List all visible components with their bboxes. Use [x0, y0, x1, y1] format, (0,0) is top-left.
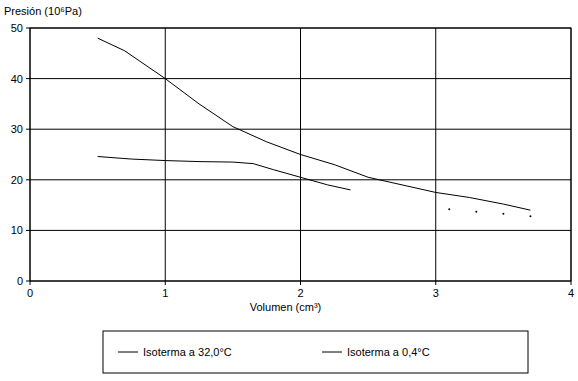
x-grid-line — [435, 28, 436, 281]
x-tick — [30, 281, 31, 285]
series-group — [98, 38, 532, 217]
y-tick-label: 20 — [11, 174, 23, 186]
y-tick-label: 40 — [11, 73, 23, 85]
series-point — [529, 215, 531, 217]
x-tick — [435, 281, 436, 285]
legend-swatch — [322, 352, 342, 353]
y-tick-label: 50 — [11, 22, 23, 34]
x-grid-line — [165, 28, 166, 281]
x-tick — [165, 281, 166, 285]
x-tick-label: 2 — [297, 287, 303, 299]
plot-frame — [30, 28, 571, 281]
legend-label: Isoterma a 32,0°C — [143, 346, 232, 358]
series-line — [98, 38, 531, 210]
x-tick-label: 3 — [433, 287, 439, 299]
x-axis-label: Volumen (cm³) — [250, 301, 322, 313]
y-tick — [26, 230, 30, 231]
y-axis-label: Presión (10⁶Pa) — [4, 5, 82, 17]
series-point — [448, 208, 450, 210]
legend-swatch — [118, 352, 138, 353]
y-tick — [26, 129, 30, 130]
series-point — [502, 213, 504, 215]
legend-label: Isoterma a 0,4°C — [347, 346, 430, 358]
y-tick — [26, 281, 30, 282]
x-tick-label: 1 — [162, 287, 168, 299]
x-tick-label: 0 — [27, 287, 33, 299]
legend-box — [103, 331, 528, 373]
y-tick — [26, 28, 30, 29]
series-point — [475, 211, 477, 213]
series-line — [98, 157, 531, 217]
y-tick — [26, 179, 30, 180]
x-tick-label: 4 — [568, 287, 574, 299]
x-tick — [571, 281, 572, 285]
y-tick-label: 0 — [17, 275, 23, 287]
chart: 0 10 20 30 40 50 0 1 2 3 4 Presión (10⁶Pa) Volumen (… — [0, 0, 578, 381]
y-tick — [26, 78, 30, 79]
y-tick-label: 10 — [11, 224, 23, 236]
y-tick-label: 30 — [11, 123, 23, 135]
x-tick — [300, 281, 301, 285]
